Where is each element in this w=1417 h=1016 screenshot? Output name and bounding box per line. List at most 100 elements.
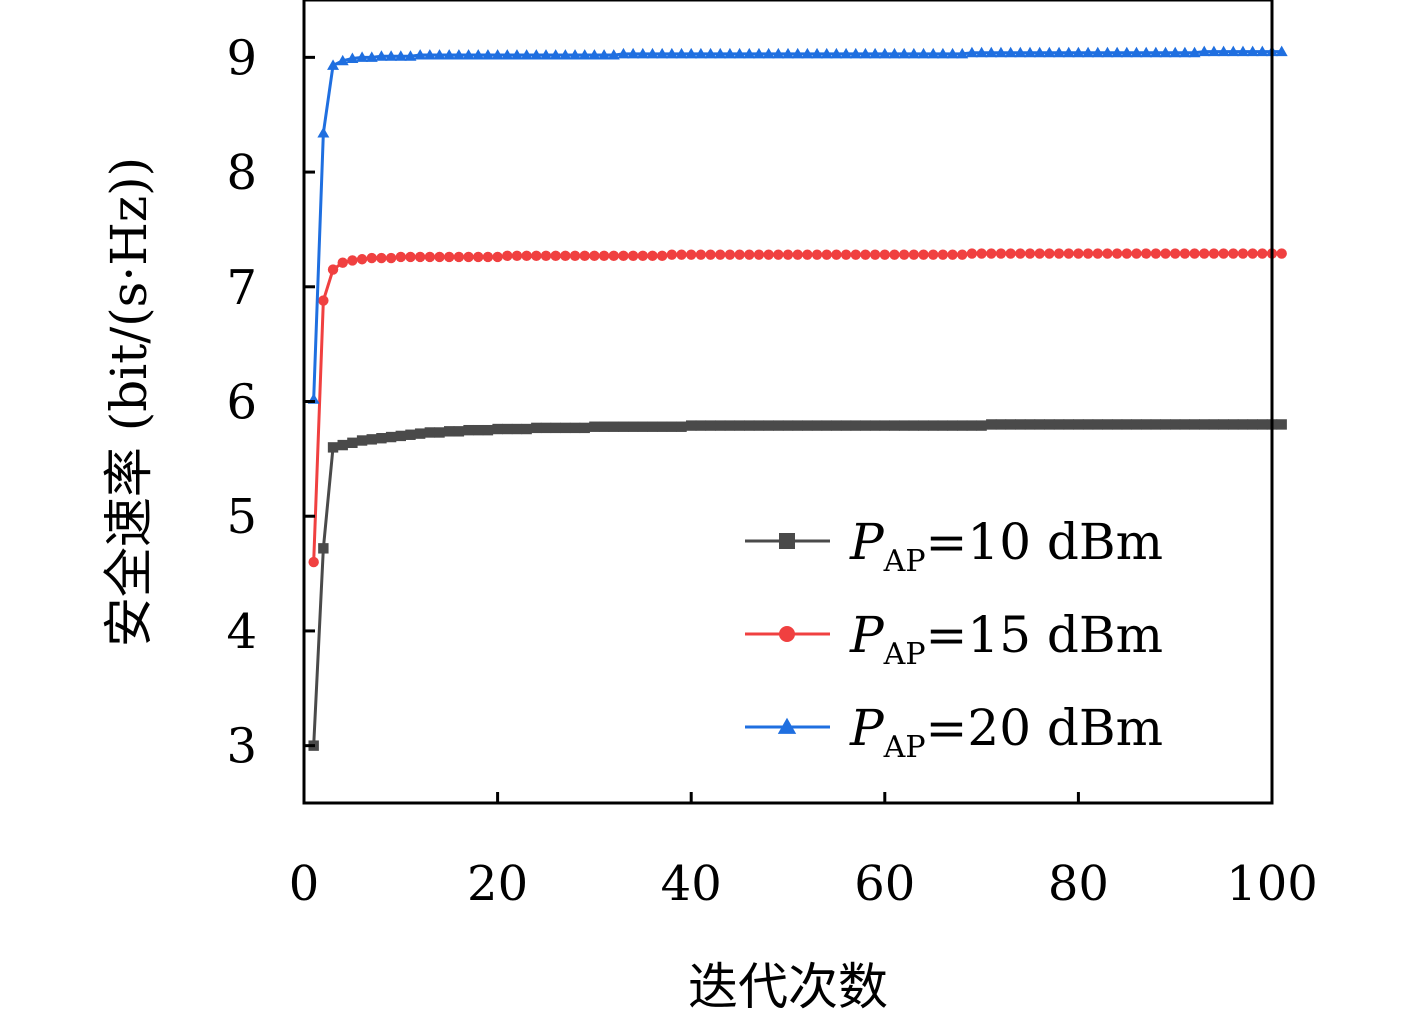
data-point	[579, 250, 590, 262]
data-point	[733, 47, 746, 59]
data-point	[1227, 45, 1240, 57]
data-point	[589, 250, 600, 262]
data-point	[1034, 248, 1045, 259]
legend-item: PAP=15 dBm	[745, 606, 1163, 672]
data-point	[676, 421, 687, 432]
data-point	[540, 49, 552, 60]
data-point	[1130, 46, 1143, 58]
ticks-layer: 0 20 40 60 80 100 3 4 5 6 7 8 9	[226, 30, 1317, 912]
data-point	[1208, 248, 1220, 259]
data-point	[424, 427, 436, 438]
y-tick-label: 5	[226, 489, 257, 545]
data-point	[1169, 46, 1182, 58]
data-point	[1159, 46, 1172, 58]
data-point	[879, 249, 890, 260]
data-point	[665, 47, 678, 59]
data-point	[947, 249, 958, 260]
data-point	[869, 249, 881, 260]
data-point	[898, 249, 910, 260]
data-point	[366, 252, 377, 264]
data-point	[1228, 248, 1239, 259]
data-point	[627, 421, 639, 432]
legend-label: PAP=20 dBm	[849, 699, 1163, 765]
data-point	[715, 249, 726, 260]
data-point	[801, 47, 814, 59]
data-point	[685, 47, 698, 59]
data-point	[376, 252, 387, 264]
data-point	[772, 47, 785, 59]
data-point	[589, 421, 600, 432]
data-point	[918, 420, 929, 431]
data-point	[1149, 46, 1162, 58]
data-point	[588, 49, 601, 60]
data-point	[753, 249, 765, 260]
data-point	[928, 420, 939, 431]
data-point	[1160, 419, 1171, 430]
data-point	[946, 47, 959, 59]
legend: PAP=10 dBm PAP=15 dBm PAP=20 dBm	[745, 513, 1163, 765]
data-point	[491, 49, 504, 60]
data-point	[521, 250, 532, 262]
data-point	[1044, 419, 1055, 430]
data-point	[1015, 419, 1026, 430]
data-point	[1247, 248, 1258, 259]
data-point	[734, 420, 745, 431]
data-point	[1188, 46, 1201, 58]
data-point	[569, 422, 581, 434]
data-point	[724, 420, 736, 431]
data-point	[1033, 46, 1046, 58]
data-point	[444, 251, 455, 263]
y-tick-label: 7	[226, 260, 257, 316]
data-point	[365, 51, 378, 62]
data-point	[966, 420, 978, 431]
series-1	[308, 419, 1287, 751]
legend-item: PAP=20 dBm	[745, 699, 1163, 765]
data-point	[1111, 46, 1124, 58]
data-point	[976, 420, 987, 431]
x-tick-label: 80	[1048, 856, 1109, 912]
series-3	[307, 45, 1288, 404]
data-point	[1121, 419, 1132, 430]
data-point	[714, 47, 727, 59]
data-point	[1091, 46, 1104, 58]
data-point	[782, 249, 794, 260]
data-point	[1237, 248, 1249, 259]
data-point	[773, 420, 784, 431]
data-point	[995, 419, 1007, 430]
data-point	[608, 421, 619, 432]
data-point	[385, 252, 397, 264]
data-point	[1034, 419, 1045, 430]
data-point	[869, 47, 882, 59]
data-point	[404, 50, 417, 61]
data-point	[928, 249, 939, 260]
legend-item: PAP=10 dBm	[745, 513, 1163, 579]
data-point	[1140, 419, 1152, 430]
data-point	[1179, 419, 1191, 430]
data-point	[860, 420, 871, 431]
data-point	[443, 49, 456, 60]
data-point	[1160, 248, 1171, 259]
data-point	[472, 49, 485, 60]
y-tick-label: 4	[226, 604, 257, 660]
data-point	[656, 421, 668, 432]
data-point	[792, 249, 803, 260]
series-line	[312, 50, 1282, 400]
data-point	[608, 250, 619, 262]
data-point	[423, 49, 436, 60]
legend-marker	[779, 533, 795, 549]
data-point	[318, 295, 329, 306]
series-2	[308, 248, 1287, 568]
data-point	[473, 424, 484, 436]
data-point	[656, 47, 669, 59]
x-tick-label: 100	[1226, 856, 1318, 912]
data-point	[356, 254, 368, 265]
data-point	[531, 422, 542, 434]
data-point	[1092, 419, 1103, 430]
data-point	[1063, 419, 1074, 430]
data-point	[1189, 248, 1200, 259]
data-point	[540, 250, 552, 262]
data-point	[1198, 45, 1211, 57]
data-point	[782, 47, 794, 59]
data-point	[530, 49, 543, 60]
data-point	[492, 423, 503, 435]
